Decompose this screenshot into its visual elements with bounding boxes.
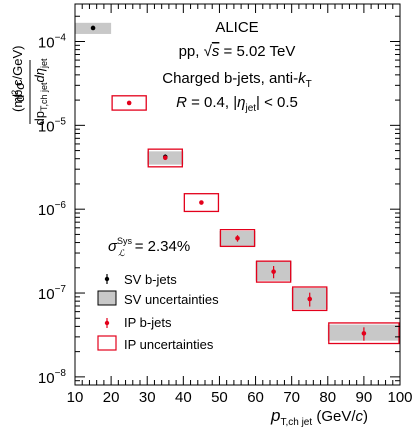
legend: SV b-jets SV uncertainties IP b-jets IP …: [97, 272, 219, 352]
jets-label: Charged b-jets, anti-kT: [162, 70, 312, 90]
x-title-unit-c: c: [356, 408, 364, 425]
x-tick-label: 60: [247, 389, 264, 406]
ip-uncertainty-box: [292, 286, 328, 312]
x-title-sub: T,ch jet: [280, 417, 312, 428]
x-tick-label: 10: [67, 389, 84, 406]
y-title-dp-sub: T,ch jet: [39, 82, 49, 111]
data-markers: [90, 25, 367, 341]
ip-uncertainty-box: [183, 193, 220, 213]
ip-uncertainty-box: [255, 260, 292, 283]
x-tick-label: 100: [387, 389, 412, 406]
x-title-unit-close: ): [363, 408, 368, 425]
y-tick-label: 10−7: [38, 284, 67, 303]
radius-mid: = 0.4, |: [187, 94, 237, 111]
ip-data-point: [361, 331, 367, 336]
sys-sigma: σ: [108, 238, 118, 255]
ip-data-point: [126, 100, 132, 106]
y-title-dp: dp: [32, 111, 47, 125]
y-tick-label: 10−6: [38, 200, 67, 219]
ip-data-point: [235, 235, 240, 241]
y-title-deta: dη: [32, 68, 47, 82]
sys-sub: ℒ: [118, 248, 125, 258]
x-tick-label: 50: [211, 389, 228, 406]
legend-sv-box: [97, 290, 117, 306]
ip-data-point: [271, 269, 276, 274]
system-label: pp, √s = 5.02 TeV: [179, 43, 296, 60]
system-s: s: [212, 43, 220, 60]
ip-uncertainty-box: [328, 322, 400, 345]
tick-labels: 10 20 30 40 50 60 70 80 90 100 10−8 10−7 10−6 10−5 10−…: [38, 32, 413, 406]
ip-uncertainty-box: [219, 229, 256, 248]
radius-R: R: [176, 94, 187, 111]
ip-data-point: [307, 296, 313, 302]
legend-sv-label: SV b-jets: [124, 272, 177, 287]
radius-label: R = 0.4, |ηjet| < 0.5: [176, 94, 298, 114]
sys-sup: Sys: [117, 236, 133, 246]
legend-sv-marker: [104, 274, 110, 284]
y-axis-unit-text: (mb c/GeV): [10, 46, 25, 112]
sys-uncertainty-label: σSys ℒ = 2.34%: [108, 236, 190, 258]
legend-sv-unc-label: SV uncertainties: [124, 292, 219, 307]
svg-text:dpT,ch jetdηjet: dpT,ch jetdηjet: [32, 58, 49, 125]
ip-uncertainty-box: [111, 95, 147, 111]
legend-ip-unc-label: IP uncertainties: [124, 337, 214, 352]
jets-prefix: Charged b-jets, anti-: [162, 70, 298, 87]
x-tick-label: 70: [283, 389, 300, 406]
radius-eta: η: [237, 94, 245, 111]
ip-uncertainty-box: [147, 148, 183, 168]
y-axis-unit: (mb c/GeV): [10, 46, 25, 112]
x-title-unit: (GeV/: [312, 408, 356, 425]
legend-ip-marker: [104, 318, 110, 328]
svg-text:d2σ: d2σ: [10, 81, 27, 102]
jets-k-sub: T: [306, 79, 312, 90]
y-tick-label: 10−8: [38, 368, 67, 387]
axis-ticks: [74, 4, 401, 386]
sys-value: = 2.34%: [131, 238, 191, 255]
x-tick-label: 20: [103, 389, 120, 406]
x-tick-label: 40: [175, 389, 192, 406]
x-tick-label: 90: [356, 389, 373, 406]
y-axis-title: d2σ dpT,ch jetdηjet: [10, 58, 49, 125]
y-title-d2: d: [12, 95, 27, 102]
x-tick-label: 80: [319, 389, 336, 406]
y-tick-label: 10−5: [38, 116, 67, 135]
x-tick-label: 30: [139, 389, 156, 406]
ip-data-point: [199, 200, 204, 205]
x-title-p: p: [270, 406, 280, 425]
system-prefix: pp, √: [179, 43, 213, 60]
y-title-sigma: σ: [12, 81, 27, 90]
legend-ip-box: [97, 335, 117, 351]
jets-k: k: [298, 70, 307, 87]
y-tick-label: 10−4: [38, 32, 67, 51]
radius-eta-sub: jet: [244, 103, 256, 114]
legend-ip-label: IP b-jets: [124, 315, 172, 330]
ip-data-point: [162, 155, 168, 161]
experiment-label: ALICE: [215, 19, 258, 36]
plot-frame: [74, 3, 401, 386]
ip-uncertainty-boxes: [111, 95, 400, 345]
radius-end: | < 0.5: [256, 94, 298, 111]
x-axis-title: pT,ch jet (GeV/c): [270, 406, 368, 428]
y-title-deta-sub: jet: [39, 58, 49, 69]
sv-data-point: [90, 25, 96, 31]
system-suffix: = 5.02 TeV: [219, 43, 295, 60]
